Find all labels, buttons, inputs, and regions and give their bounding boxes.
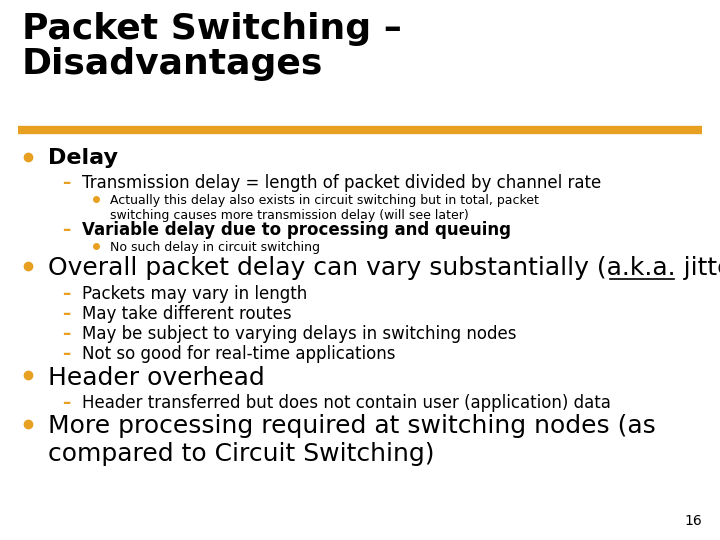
Text: No such delay in circuit switching: No such delay in circuit switching (110, 241, 320, 254)
Text: –: – (62, 346, 71, 363)
Text: May be subject to varying delays in switching nodes: May be subject to varying delays in swit… (82, 325, 516, 343)
Text: –: – (62, 325, 71, 343)
Text: Packet Switching –
Disadvantages: Packet Switching – Disadvantages (22, 12, 402, 82)
Text: Variable delay due to processing and queuing: Variable delay due to processing and que… (82, 221, 511, 239)
Text: –: – (62, 305, 71, 323)
Text: –: – (62, 221, 71, 239)
Text: Header transferred but does not contain user (application) data: Header transferred but does not contain … (82, 394, 611, 412)
Text: Overall packet delay can vary substantially (a.k.a. jitter): Overall packet delay can vary substantia… (48, 256, 720, 280)
Text: Transmission delay = length of packet divided by channel rate: Transmission delay = length of packet di… (82, 173, 601, 192)
Text: More processing required at switching nodes (as
compared to Circuit Switching): More processing required at switching no… (48, 414, 656, 466)
Text: Header overhead: Header overhead (48, 366, 265, 389)
Text: Actually this delay also exists in circuit switching but in total, packet
switch: Actually this delay also exists in circu… (110, 194, 539, 222)
Text: Delay: Delay (48, 148, 118, 168)
Text: 16: 16 (684, 514, 702, 528)
Text: Packets may vary in length: Packets may vary in length (82, 285, 307, 303)
Text: –: – (62, 394, 71, 412)
Text: –: – (62, 173, 71, 192)
Text: –: – (62, 285, 71, 303)
Text: May take different routes: May take different routes (82, 305, 292, 323)
Text: Not so good for real-time applications: Not so good for real-time applications (82, 346, 395, 363)
